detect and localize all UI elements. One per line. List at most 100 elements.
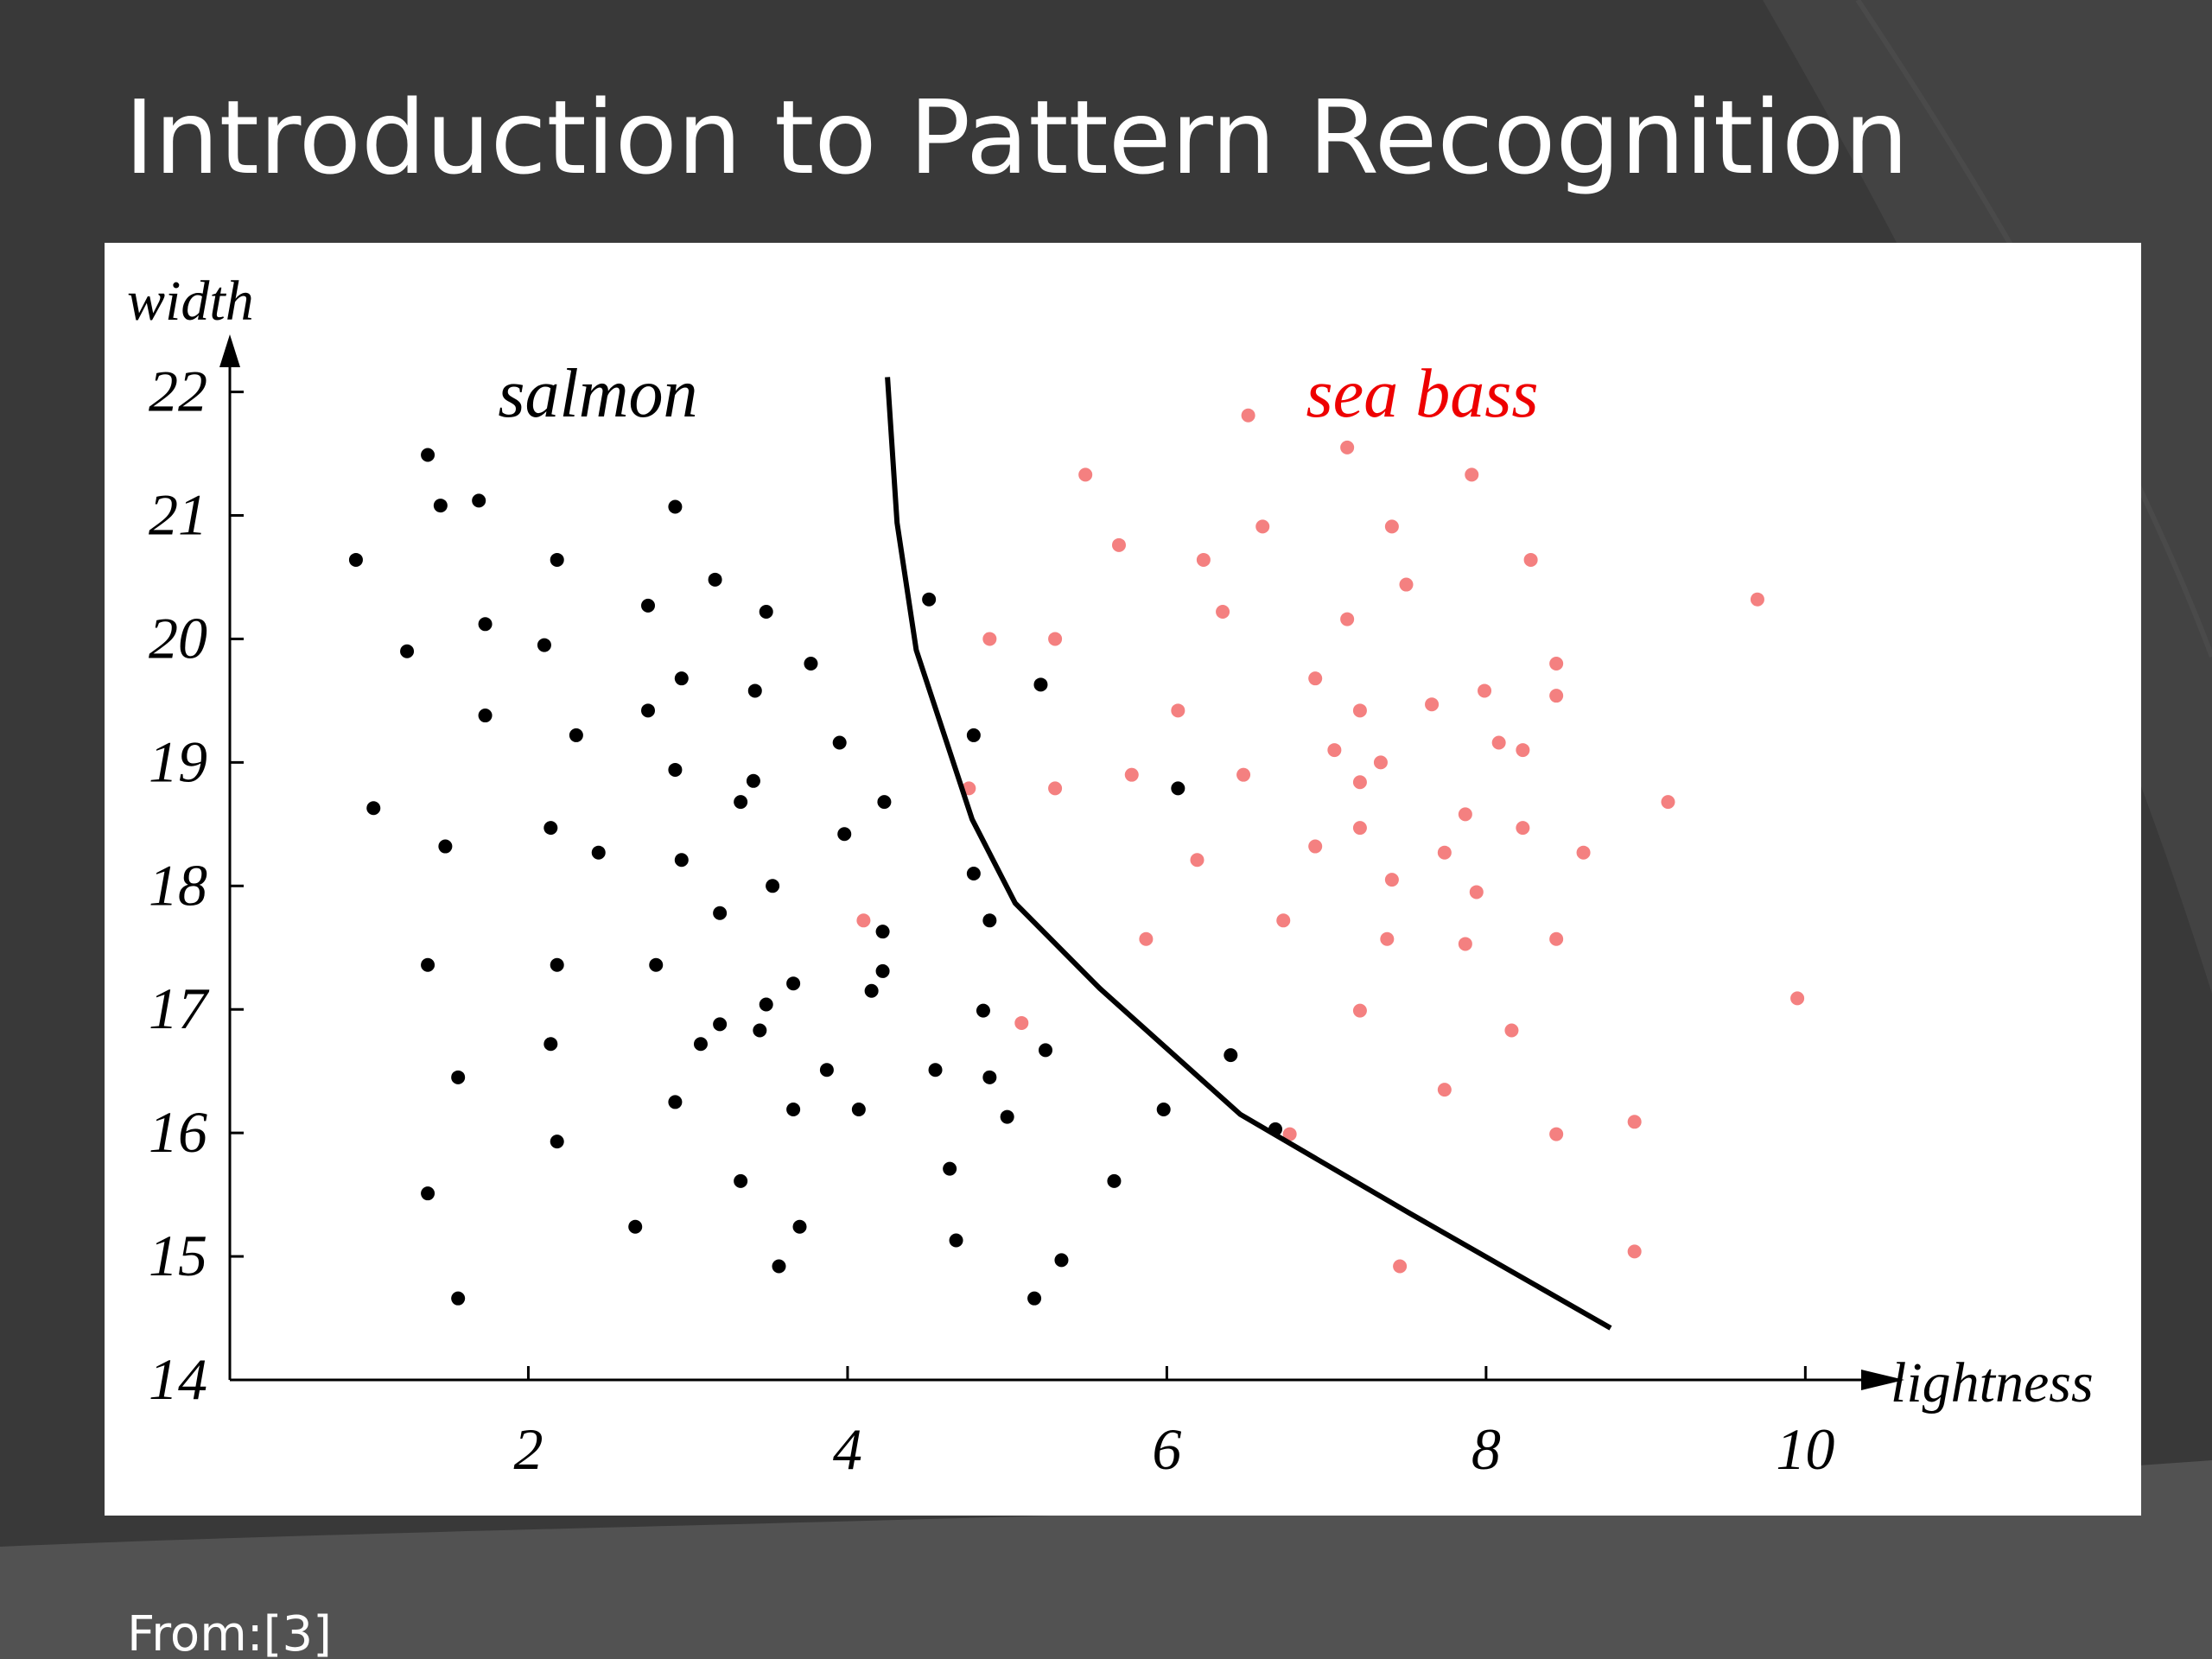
data-point (668, 499, 683, 514)
data-point (421, 957, 435, 972)
data-point (400, 644, 415, 658)
data-point (943, 1161, 957, 1176)
y-tick-label: 18 (149, 852, 207, 918)
data-point (713, 906, 728, 920)
data-point (674, 671, 689, 686)
data-point (421, 448, 435, 462)
data-point (1627, 1244, 1642, 1259)
data-point (746, 773, 760, 788)
data-point (966, 728, 981, 742)
series-label: sea bass (1306, 356, 1539, 432)
data-point (1523, 552, 1538, 567)
data-point (1276, 913, 1291, 928)
data-point (451, 1070, 466, 1084)
data-point (1458, 937, 1472, 951)
data-point (982, 913, 997, 928)
data-point (1054, 1253, 1069, 1268)
x-tick-label: 6 (1152, 1416, 1181, 1482)
data-point (693, 1037, 708, 1052)
data-point (1504, 1023, 1519, 1038)
data-point (1750, 592, 1764, 607)
data-point (543, 821, 558, 836)
data-point (641, 598, 656, 613)
data-point (1384, 519, 1399, 534)
plot-area: 2 4 6 8 10 14 15 16 17 18 19 20 21 22 salmon sea bass (149, 334, 1904, 1482)
data-point (1171, 781, 1185, 796)
y-tick-label: 19 (149, 728, 207, 794)
data-point (1014, 1015, 1029, 1030)
data-point (1627, 1115, 1642, 1129)
data-point (674, 853, 689, 868)
data-point (668, 1095, 683, 1109)
footer-note: From:[3] (127, 1606, 332, 1659)
data-point (804, 657, 818, 671)
y-tick-label: 14 (149, 1346, 207, 1412)
data-point (451, 1291, 466, 1306)
data-point (1465, 467, 1479, 482)
y-axis-arrow (219, 334, 240, 367)
data-point (1516, 743, 1530, 758)
data-point (875, 963, 890, 978)
data-point (1171, 703, 1185, 718)
y-axis-label: width (127, 270, 254, 333)
data-point (1469, 885, 1484, 899)
data-point (478, 709, 493, 723)
data-point (708, 572, 722, 587)
data-point (421, 1186, 435, 1201)
x-tick-label: 10 (1776, 1416, 1834, 1482)
data-point (1516, 821, 1530, 836)
data-point (976, 1003, 990, 1018)
y-tick-label: 16 (149, 1099, 207, 1165)
data-point (1224, 1048, 1238, 1063)
data-point (792, 1219, 807, 1234)
series-label: salmon (498, 356, 697, 432)
data-point (1478, 683, 1492, 698)
data-point (1107, 1173, 1122, 1188)
data-point (1241, 408, 1255, 423)
data-point (1156, 1102, 1171, 1116)
data-point (1282, 1127, 1297, 1141)
data-point (837, 827, 852, 842)
data-point (877, 795, 892, 810)
data-point (1425, 697, 1440, 712)
data-point (982, 632, 997, 646)
x-tick-label: 2 (513, 1416, 543, 1482)
data-point (1549, 689, 1564, 703)
data-point (1549, 1127, 1564, 1141)
data-point (734, 795, 748, 810)
data-point (1384, 873, 1399, 887)
data-point (472, 493, 486, 508)
y-tick-label: 15 (149, 1223, 207, 1288)
data-point (569, 728, 583, 742)
data-point (1549, 931, 1564, 946)
y-tick-label: 21 (149, 482, 207, 548)
data-point (478, 617, 493, 632)
data-point (982, 1070, 997, 1084)
data-point (759, 604, 773, 619)
data-point (753, 1023, 767, 1038)
data-point (1576, 845, 1591, 860)
data-point (668, 762, 683, 777)
data-point (766, 879, 780, 893)
chart-panel (105, 243, 2141, 1516)
data-point (851, 1102, 866, 1116)
data-point (1078, 467, 1093, 482)
data-point (1236, 767, 1251, 782)
data-point (1048, 781, 1063, 796)
data-point (628, 1219, 643, 1234)
data-point (949, 1233, 963, 1248)
data-point (786, 976, 801, 991)
decision-boundary (885, 377, 1612, 1331)
data-point (366, 801, 381, 816)
data-point (832, 735, 847, 750)
data-point (641, 703, 656, 718)
data-point (1033, 677, 1048, 692)
x-axis-label: lightness (1891, 1351, 2094, 1414)
data-point (772, 1259, 786, 1274)
data-point (438, 839, 453, 854)
data-point (1340, 612, 1355, 626)
data-point (1255, 519, 1270, 534)
data-point (1393, 1259, 1408, 1274)
data-point (1373, 755, 1388, 770)
y-tick-label: 22 (149, 359, 207, 424)
